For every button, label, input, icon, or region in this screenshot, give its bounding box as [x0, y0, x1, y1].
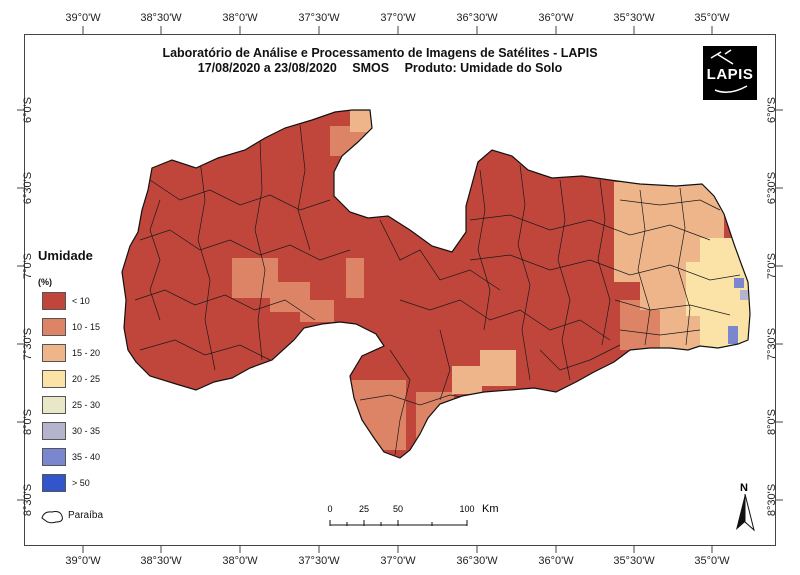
product-name: Produto: Umidade do Solo	[404, 61, 563, 75]
boundary-outline-icon	[41, 511, 63, 524]
lon-label: 35°0'W	[694, 12, 730, 24]
scale-tick-label: 0	[327, 504, 333, 514]
lat-label: 8°30'S	[766, 483, 778, 517]
legend-swatch	[42, 370, 66, 388]
map-title: Laboratório de Análise e Processamento d…	[120, 46, 640, 76]
lat-label: 6°30'S	[766, 171, 778, 205]
lon-label: 37°30'W	[298, 12, 340, 24]
legend-title: Umidade	[38, 248, 93, 263]
scale-tick-label: 100	[459, 504, 475, 514]
lon-label: 36°0'W	[538, 555, 574, 567]
lon-label: 36°30'W	[456, 12, 498, 24]
legend-label: > 50	[72, 478, 90, 488]
legend-label: 10 - 15	[72, 322, 101, 332]
legend-item: 35 - 40	[42, 448, 182, 468]
lat-label: 8°0'S	[22, 408, 34, 436]
legend-swatch	[42, 318, 66, 336]
north-label: N	[740, 482, 748, 494]
north-arrow: N	[732, 482, 758, 532]
legend-label: 20 - 25	[72, 374, 101, 384]
lon-label: 35°30'W	[613, 12, 655, 24]
lon-label: 35°0'W	[694, 555, 730, 567]
legend-label: < 10	[72, 296, 90, 306]
legend-label: 35 - 40	[72, 452, 101, 462]
legend: Umidade (%) < 10 10 - 15 15 - 20 20 - 25…	[38, 248, 100, 492]
lat-label: 8°30'S	[22, 483, 34, 517]
legend-label: 30 - 35	[72, 426, 101, 436]
scale-tick-label: 25	[358, 504, 370, 514]
sensor-name: SMOS	[352, 61, 390, 75]
graticule-ticks	[17, 26, 783, 553]
legend-item: > 50	[42, 474, 182, 494]
legend-item: 15 - 20	[42, 344, 182, 364]
lon-label: 36°0'W	[538, 12, 574, 24]
lat-label: 8°0'S	[766, 408, 778, 436]
legend-swatch	[42, 344, 66, 362]
legend-swatch	[42, 422, 66, 440]
municipal-boundaries	[134, 124, 741, 456]
lapis-logo: LAPIS	[703, 46, 757, 100]
legend-swatch	[42, 448, 66, 466]
lon-label: 38°0'W	[222, 12, 258, 24]
legend-unit: (%)	[38, 277, 52, 287]
satellite-icon	[710, 49, 748, 93]
lon-label: 39°0'W	[65, 12, 101, 24]
legend-item: < 10	[42, 292, 182, 312]
legend-label: 25 - 30	[72, 400, 101, 410]
lon-label: 35°30'W	[613, 555, 655, 567]
scale-bar: 0 25 50 100 Km	[324, 503, 504, 534]
legend-swatch	[42, 292, 66, 310]
legend-label: 15 - 20	[72, 348, 101, 358]
lat-label: 6°30'S	[22, 171, 34, 205]
legend-item: 25 - 30	[42, 396, 182, 416]
lat-label: 6°0'S	[22, 96, 34, 124]
lat-label: 6°0'S	[766, 96, 778, 124]
legend-swatch	[42, 396, 66, 414]
logo-text: LAPIS	[706, 66, 754, 83]
date-range: 17/08/2020 a 23/08/2020	[197, 61, 337, 75]
lon-label: 37°0'W	[380, 12, 416, 24]
boundary-label: Paraíba	[68, 510, 104, 521]
legend-swatch	[42, 474, 66, 492]
scale-unit: Km	[482, 503, 499, 515]
title-line1: Laboratório de Análise e Processamento d…	[162, 46, 598, 60]
north-arrow-icon	[736, 494, 755, 532]
map-frame	[24, 34, 776, 546]
lon-label: 37°0'W	[380, 555, 416, 567]
lon-label: 36°30'W	[456, 555, 498, 567]
lon-label: 38°0'W	[222, 555, 258, 567]
title-line2: 17/08/2020 a 23/08/2020 SMOS Produto: Um…	[120, 61, 640, 76]
lat-label: 7°0'S	[766, 252, 778, 280]
scale-bar-line	[329, 520, 468, 526]
lon-label: 37°30'W	[298, 555, 340, 567]
state-outline	[121, 109, 751, 459]
legend-item: 10 - 15	[42, 318, 182, 338]
scale-tick-label: 50	[392, 504, 404, 514]
legend-item: 30 - 35	[42, 422, 182, 442]
lat-label: 7°30'S	[22, 327, 34, 361]
lat-label: 7°0'S	[22, 252, 34, 280]
lon-label: 38°30'W	[140, 12, 182, 24]
legend-item: 20 - 25	[42, 370, 182, 390]
lon-label: 39°0'W	[65, 555, 101, 567]
lon-label: 38°30'W	[140, 555, 182, 567]
lat-label: 7°30'S	[766, 327, 778, 361]
